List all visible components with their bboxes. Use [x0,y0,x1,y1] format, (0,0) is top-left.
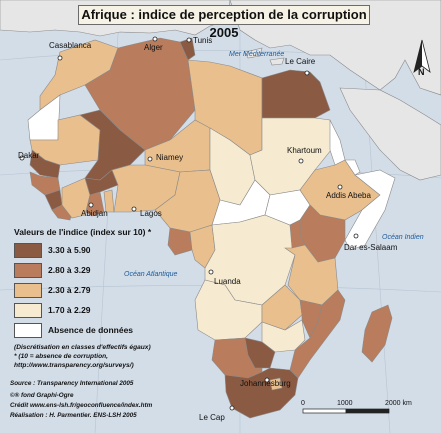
city-dot-dar-es-salaam [353,233,359,239]
scale-bar [302,408,390,414]
country-djibouti [344,159,361,176]
city-dots [19,36,359,411]
city-dot-alger [152,36,158,42]
legend-item: 2.80 à 3.29 [14,262,91,278]
scale-label-2000: 2000 km [385,400,412,407]
city-dot-casablanca [57,55,63,61]
city-dot-johannesburg [264,377,270,383]
legend-item: 3.30 à 5.90 [14,242,91,258]
sicily [244,47,263,59]
city-label-alger: Alger [144,43,163,52]
country-uganda [289,219,306,249]
legend-label: 2.30 à 2.79 [48,285,91,295]
city-dot-abidjan [88,202,94,208]
city-label-addis-abeba: Addis Abeba [326,191,371,200]
legend-swatch [14,322,42,338]
city-label-dakar: Dakar [18,151,40,160]
city-label-tunis: Tunis [193,36,213,45]
credit-site: Crédit www.ens-lsh.fr/geoconfluence/inde… [10,402,153,409]
legend-label: 1.70 à 2.29 [48,305,91,315]
scale-label-0: 0 [301,400,305,407]
country-somalia [344,169,396,251]
city-dot-le-cap [229,405,235,411]
city-label-khartoum: Khartoum [287,146,322,155]
legend-label: 2.80 à 3.29 [48,265,91,275]
country-gabon [167,227,193,256]
country-angola [194,279,263,341]
city-label-le-cap: Le Cap [199,413,225,422]
credit-fond: ©® fond Graphi-Ogre [10,392,74,399]
arabian-peninsula [339,87,441,181]
crete [269,57,285,66]
north-label: N [418,67,425,77]
map-title: Afrique : indice de perception de la cor… [78,5,370,40]
city-dot-tunis [186,37,192,43]
country-western-sahara [27,94,61,141]
legend-label: Absence de données [48,325,134,335]
credit-source: Source : Transparency International 2005 [10,380,134,387]
note-index-definition: * (10 = absence de corruption, [14,353,108,360]
city-dot-niamey [147,156,153,162]
country-madagascar [361,304,393,363]
city-dot-le-caire [304,70,310,76]
city-dot-lagos [131,206,137,212]
city-label-dar-es-salaam: Dar es-Salaam [344,243,398,252]
city-dot-khartoum [298,158,304,164]
city-label-johannesburg: Johannesburg [240,379,291,388]
legend-item: 2.30 à 2.79 [14,282,91,298]
country-ghana [85,191,105,217]
note-url: http://www.transparency.org/surveys/) [14,362,134,369]
city-label-luanda: Luanda [214,277,241,286]
legend-label: 3.30 à 5.90 [48,245,91,255]
legend-swatch [14,242,42,258]
legend-item: Absence de données [14,322,133,338]
credit-realisation: Réalisation : H. Parmentier. ENS-LSH 200… [10,412,137,419]
legend-swatch [14,282,42,298]
city-label-casablanca: Casablanca [49,41,92,50]
legend-swatch [14,302,42,318]
country-lesotho-swaziland [269,377,283,391]
scale-label-1000: 1000 [337,400,353,407]
sea-label-atlantic: Océan Atlantique [124,271,178,278]
note-discretisation: (Discrétisation en classes d'effectifs é… [14,344,151,351]
city-dot-addis-abeba [337,184,343,190]
city-label-niamey: Niamey [156,153,184,162]
city-label-lagos: Lagos [140,209,162,218]
legend-item: 1.70 à 2.29 [14,302,91,318]
legend-title: Valeurs de l'indice (index sur 10) * [14,227,152,237]
sea-label-mediterranean: Mer Méditerranée [229,51,285,58]
north-arrow-icon [413,39,431,73]
legend-swatch [14,262,42,278]
sea-label-indian: Océan Indien [382,234,424,241]
city-label-le-caire: Le Caire [285,57,316,66]
city-dot-dakar [19,155,25,161]
city-dot-luanda [208,269,214,275]
country-mozambique [289,289,346,379]
city-label-abidjan: Abidjan [81,209,108,218]
